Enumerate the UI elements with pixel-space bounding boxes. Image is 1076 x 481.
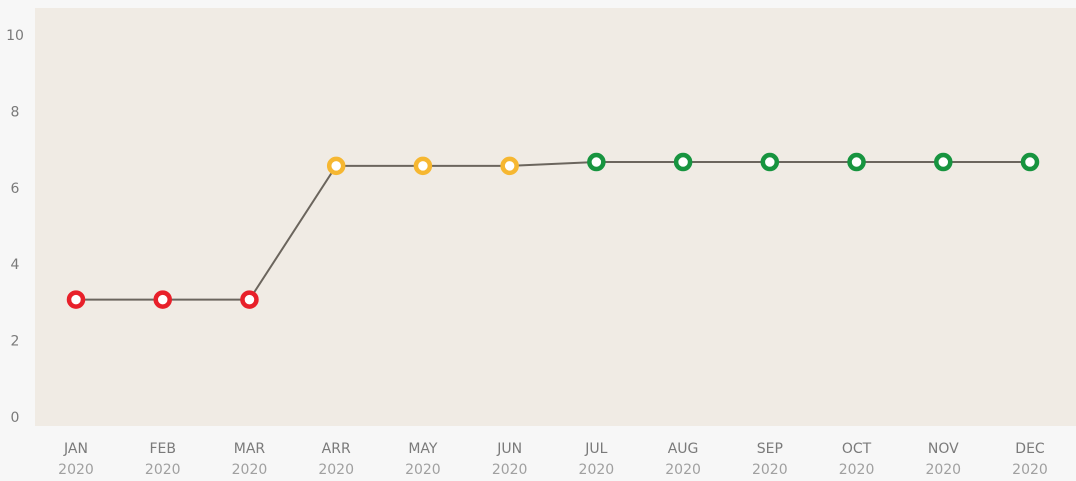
y-tick-label: 4: [11, 257, 20, 273]
x-tick-year: 2020: [318, 462, 354, 478]
y-tick-label: 0: [11, 410, 20, 426]
y-tick-label: 6: [11, 181, 20, 197]
x-tick-label: DEC: [1015, 441, 1045, 457]
x-tick-year: 2020: [1012, 462, 1048, 478]
x-tick-label: MAY: [408, 441, 438, 457]
point: [240, 290, 259, 309]
y-tick-label: 2: [11, 334, 20, 350]
point: [673, 152, 693, 172]
line: [76, 161, 1030, 301]
x-tick-year: 2020: [58, 462, 94, 478]
x-tick-label: JAN: [63, 441, 88, 457]
y-tick-label: 10: [6, 28, 24, 44]
x-tick-label: SEP: [757, 441, 783, 457]
x-tick-label: JUN: [496, 441, 522, 457]
x-tick-year: 2020: [405, 462, 441, 478]
y-tick-label: 8: [11, 104, 20, 120]
point: [1020, 152, 1040, 172]
x-tick-year: 2020: [232, 462, 268, 478]
point: [760, 152, 780, 172]
x-tick-label: JUL: [584, 441, 607, 457]
x-tick-label: NOV: [928, 441, 959, 457]
x-tick-label: MAR: [234, 441, 266, 457]
plot-area: [35, 8, 1076, 426]
x-tick-year: 2020: [839, 462, 875, 478]
x-tick-year: 2020: [579, 462, 615, 478]
point: [934, 152, 953, 172]
point: [413, 156, 433, 176]
x-tick-year: 2020: [925, 462, 961, 478]
x-tick-label: FEB: [149, 441, 176, 457]
point: [500, 156, 519, 176]
point: [66, 290, 86, 309]
x-tick-label: ARR: [322, 441, 351, 457]
x-tick-label: OCT: [842, 441, 872, 457]
x-tick-label: AUG: [668, 441, 699, 457]
point: [847, 152, 866, 172]
x-tick-year: 2020: [145, 462, 181, 478]
x-tick-year: 2020: [752, 462, 788, 478]
point: [153, 290, 172, 309]
x-tick-year: 2020: [665, 462, 701, 478]
x-tick-year: 2020: [492, 462, 528, 478]
point: [587, 152, 606, 172]
point: [326, 156, 346, 176]
